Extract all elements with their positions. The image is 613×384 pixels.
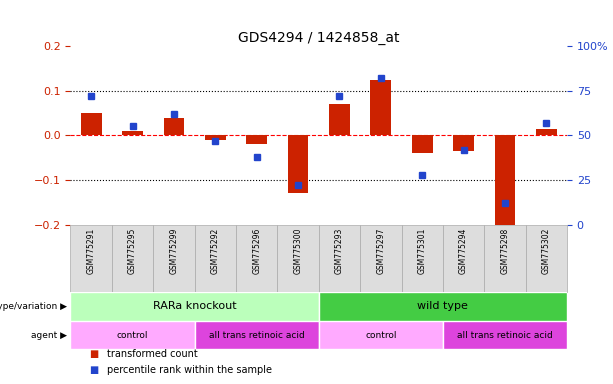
Text: GSM775300: GSM775300: [294, 228, 303, 275]
Bar: [70, 225, 112, 292]
Text: RARa knockout: RARa knockout: [153, 301, 237, 311]
Text: GSM775293: GSM775293: [335, 228, 344, 275]
Text: all trans retinoic acid: all trans retinoic acid: [209, 331, 305, 339]
Bar: [195, 321, 319, 349]
Bar: [329, 104, 350, 136]
Bar: [319, 321, 443, 349]
Text: GSM775295: GSM775295: [128, 228, 137, 275]
Text: GSM775294: GSM775294: [459, 228, 468, 275]
Bar: [319, 225, 360, 292]
Text: GSM775301: GSM775301: [417, 228, 427, 275]
Text: ■: ■: [89, 349, 98, 359]
Bar: [526, 225, 567, 292]
Bar: [484, 225, 526, 292]
Bar: [70, 321, 195, 349]
Text: GSM775297: GSM775297: [376, 228, 386, 275]
Text: agent ▶: agent ▶: [31, 331, 67, 339]
Text: ■: ■: [89, 365, 98, 375]
Text: percentile rank within the sample: percentile rank within the sample: [107, 365, 272, 375]
Text: GSM775296: GSM775296: [252, 228, 261, 275]
Bar: [122, 131, 143, 136]
Bar: [319, 292, 567, 321]
Bar: [205, 136, 226, 140]
Bar: [153, 225, 195, 292]
Text: transformed count: transformed count: [107, 349, 198, 359]
Bar: [236, 225, 277, 292]
Bar: [495, 136, 516, 225]
Text: control: control: [365, 331, 397, 339]
Text: GSM775299: GSM775299: [169, 228, 178, 275]
Bar: [370, 79, 391, 136]
Text: GSM775298: GSM775298: [500, 228, 509, 274]
Bar: [402, 225, 443, 292]
Bar: [112, 225, 153, 292]
Text: GSM775302: GSM775302: [542, 228, 551, 275]
Text: GSM775292: GSM775292: [211, 228, 220, 274]
Bar: [246, 136, 267, 144]
Bar: [536, 129, 557, 136]
Title: GDS4294 / 1424858_at: GDS4294 / 1424858_at: [238, 31, 400, 45]
Bar: [360, 225, 402, 292]
Text: wild type: wild type: [417, 301, 468, 311]
Bar: [287, 136, 308, 194]
Bar: [195, 225, 236, 292]
Bar: [81, 113, 102, 136]
Text: control: control: [117, 331, 148, 339]
Text: GSM775291: GSM775291: [86, 228, 96, 274]
Text: genotype/variation ▶: genotype/variation ▶: [0, 302, 67, 311]
Bar: [453, 136, 474, 151]
Bar: [277, 225, 319, 292]
Bar: [443, 321, 567, 349]
Bar: [70, 292, 319, 321]
Text: all trans retinoic acid: all trans retinoic acid: [457, 331, 553, 339]
Bar: [443, 225, 484, 292]
Bar: [412, 136, 433, 153]
Bar: [164, 118, 185, 136]
